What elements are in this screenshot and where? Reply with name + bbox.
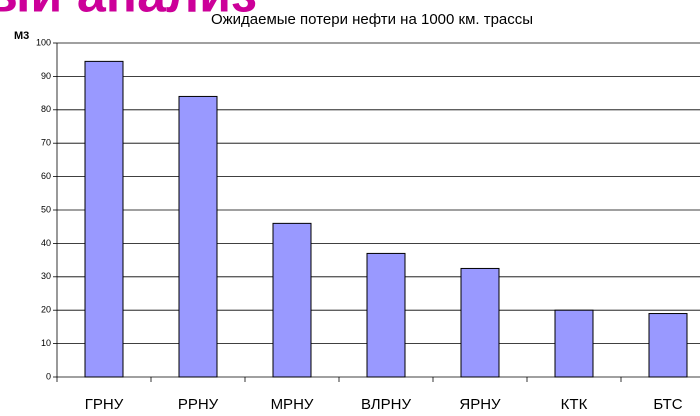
x-tick-label: МРНУ bbox=[271, 396, 314, 413]
bar bbox=[554, 309, 594, 378]
y-tick-label: 20 bbox=[41, 305, 51, 315]
x-tick-label: ЯРНУ bbox=[459, 396, 501, 413]
bar bbox=[366, 252, 406, 378]
bar bbox=[648, 313, 688, 378]
page-heading: ый анализ bbox=[0, 0, 257, 24]
x-tick-label: ВЛРНУ bbox=[361, 396, 412, 413]
x-tick-label: ГРНУ bbox=[85, 396, 124, 413]
y-tick-label: 40 bbox=[41, 238, 51, 248]
y-tick-label: 0 bbox=[46, 371, 51, 381]
y-tick-label: 50 bbox=[41, 204, 51, 214]
x-tick-label: КТК bbox=[561, 396, 588, 413]
y-tick-label: 70 bbox=[41, 138, 51, 148]
y-tick-label: 90 bbox=[41, 71, 51, 81]
chart-title: Ожидаемые потери нефти на 1000 км. трасс… bbox=[211, 11, 533, 28]
y-axis-label: М3 bbox=[14, 30, 29, 42]
x-tick-label: РРНУ bbox=[178, 396, 219, 413]
y-tick-label: 60 bbox=[41, 171, 51, 181]
y-tick-label: 100 bbox=[36, 37, 51, 47]
y-tick-label: 10 bbox=[41, 338, 51, 348]
bar bbox=[272, 222, 312, 378]
bar bbox=[178, 95, 218, 378]
bar bbox=[84, 60, 124, 378]
y-tick-label: 80 bbox=[41, 104, 51, 114]
bar bbox=[460, 267, 500, 378]
x-tick-label: БТС bbox=[653, 396, 682, 413]
y-tick-label: 30 bbox=[41, 271, 51, 281]
